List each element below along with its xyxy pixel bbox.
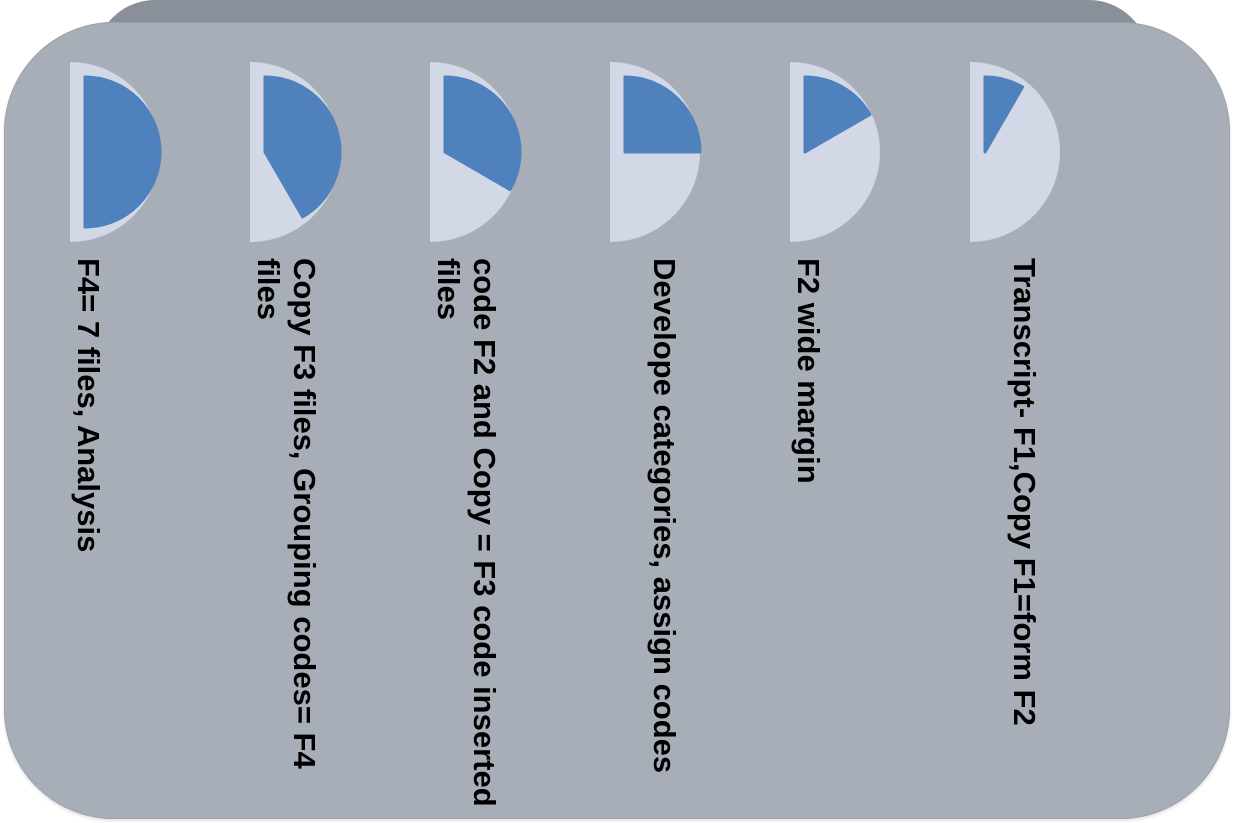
- step-3-progress-icon: [430, 62, 522, 242]
- progress-fill: [983, 75, 1025, 154]
- progress-fill: [803, 75, 872, 154]
- step-1-progress-icon: [70, 62, 162, 242]
- step-4-label: Develope categories, assign codes: [647, 258, 682, 774]
- progress-half-disc-icon: [250, 62, 360, 242]
- progress-half-disc-icon: [430, 62, 540, 242]
- progress-half-disc-icon: [790, 62, 900, 242]
- progress-half-disc-icon: [70, 62, 180, 242]
- progress-half-disc-icon: [970, 62, 1080, 242]
- step-4-progress-icon: [610, 62, 702, 242]
- step-2-progress-icon: [250, 62, 342, 242]
- step-2-label: Copy F3 files, Grouping codes= F4 files: [251, 258, 322, 769]
- step-3-label: code F2 and Copy = F3 code inserted file…: [431, 258, 502, 807]
- progress-fill: [443, 75, 522, 192]
- step-5-label: F2 wide margin: [791, 258, 826, 484]
- step-5-progress-icon: [790, 62, 880, 242]
- step-6-progress-icon: [970, 62, 1060, 242]
- progress-fill: [83, 75, 162, 229]
- progress-half-disc-icon: [610, 62, 720, 242]
- step-1-label: F4= 7 files, Analysis: [71, 258, 106, 553]
- step-6-label: Transcript- F1,Copy F1=form F2: [1007, 258, 1042, 726]
- progress-fill: [623, 75, 702, 154]
- progress-fill: [263, 75, 342, 219]
